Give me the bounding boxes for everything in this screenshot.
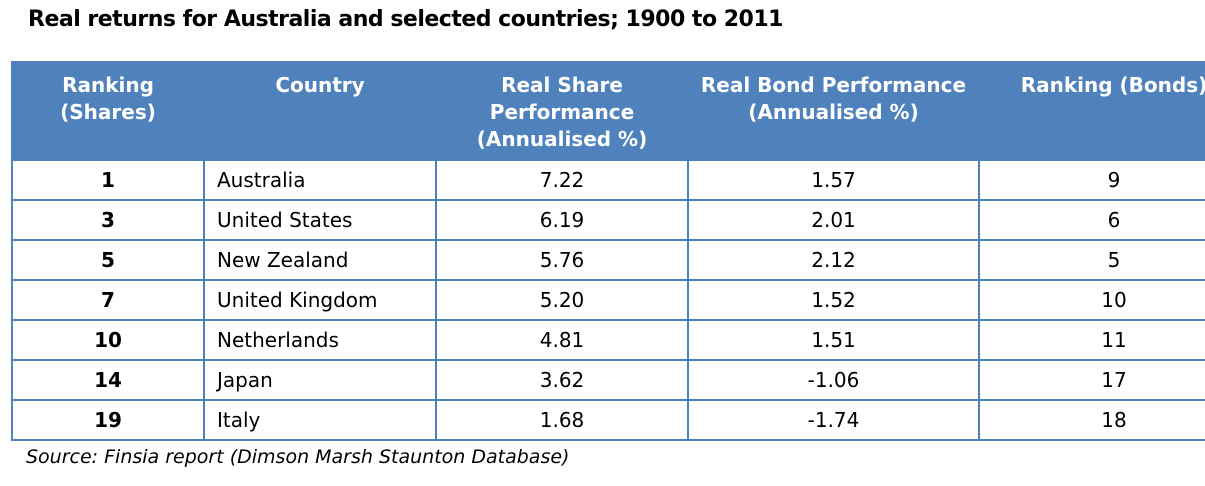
table-row: 7 United Kingdom 5.20 1.52 10 <box>11 279 1205 321</box>
table-row: 19 Italy 1.68 -1.74 18 <box>11 399 1205 441</box>
cell-ranking-bonds: 6 <box>978 199 1205 241</box>
cell-real-bond-performance: -1.74 <box>687 399 980 441</box>
cell-real-share-performance: 7.22 <box>435 159 689 201</box>
col-header-country: Country <box>203 61 437 161</box>
cell-real-bond-performance: 1.52 <box>687 279 980 321</box>
cell-real-share-performance: 3.62 <box>435 359 689 401</box>
table-row: 5 New Zealand 5.76 2.12 5 <box>11 239 1205 281</box>
cell-ranking-shares: 14 <box>11 359 205 401</box>
cell-ranking-bonds: 9 <box>978 159 1205 201</box>
cell-real-bond-performance: 2.01 <box>687 199 980 241</box>
cell-real-share-performance: 1.68 <box>435 399 689 441</box>
cell-real-bond-performance: 1.57 <box>687 159 980 201</box>
cell-ranking-bonds: 10 <box>978 279 1205 321</box>
cell-ranking-bonds: 17 <box>978 359 1205 401</box>
cell-country: Italy <box>203 399 437 441</box>
cell-real-bond-performance: -1.06 <box>687 359 980 401</box>
cell-country: New Zealand <box>203 239 437 281</box>
cell-ranking-bonds: 11 <box>978 319 1205 361</box>
table-row: 14 Japan 3.62 -1.06 17 <box>11 359 1205 401</box>
cell-country: Australia <box>203 159 437 201</box>
cell-real-bond-performance: 2.12 <box>687 239 980 281</box>
cell-ranking-bonds: 18 <box>978 399 1205 441</box>
figure-title: Real returns for Australia and selected … <box>28 7 783 32</box>
col-header-real-bond-performance: Real Bond Performance (Annualised %) <box>687 61 980 161</box>
cell-ranking-bonds: 5 <box>978 239 1205 281</box>
cell-ranking-shares: 10 <box>11 319 205 361</box>
cell-real-share-performance: 4.81 <box>435 319 689 361</box>
col-header-ranking-shares: Ranking (Shares) <box>11 61 205 161</box>
header-row: Ranking (Shares) Country Real Share Perf… <box>11 61 1205 161</box>
table-row: 1 Australia 7.22 1.57 9 <box>11 159 1205 201</box>
cell-real-share-performance: 6.19 <box>435 199 689 241</box>
cell-real-share-performance: 5.20 <box>435 279 689 321</box>
cell-country: United Kingdom <box>203 279 437 321</box>
col-header-ranking-bonds: Ranking (Bonds) <box>978 61 1205 161</box>
cell-country: Japan <box>203 359 437 401</box>
table-body: 1 Australia 7.22 1.57 9 3 United States … <box>11 159 1205 441</box>
cell-ranking-shares: 1 <box>11 159 205 201</box>
cell-country: Netherlands <box>203 319 437 361</box>
cell-ranking-shares: 19 <box>11 399 205 441</box>
cell-ranking-shares: 3 <box>11 199 205 241</box>
source-note: Source: Finsia report (Dimson Marsh Stau… <box>26 446 570 468</box>
table-row: 3 United States 6.19 2.01 6 <box>11 199 1205 241</box>
cell-real-bond-performance: 1.51 <box>687 319 980 361</box>
cell-ranking-shares: 7 <box>11 279 205 321</box>
table-header: Ranking (Shares) Country Real Share Perf… <box>11 61 1205 161</box>
cell-country: United States <box>203 199 437 241</box>
cell-ranking-shares: 5 <box>11 239 205 281</box>
table-row: 10 Netherlands 4.81 1.51 11 <box>11 319 1205 361</box>
real-returns-table: Ranking (Shares) Country Real Share Perf… <box>11 61 1205 441</box>
cell-real-share-performance: 5.76 <box>435 239 689 281</box>
col-header-real-share-performance: Real Share Performance (Annualised %) <box>435 61 689 161</box>
